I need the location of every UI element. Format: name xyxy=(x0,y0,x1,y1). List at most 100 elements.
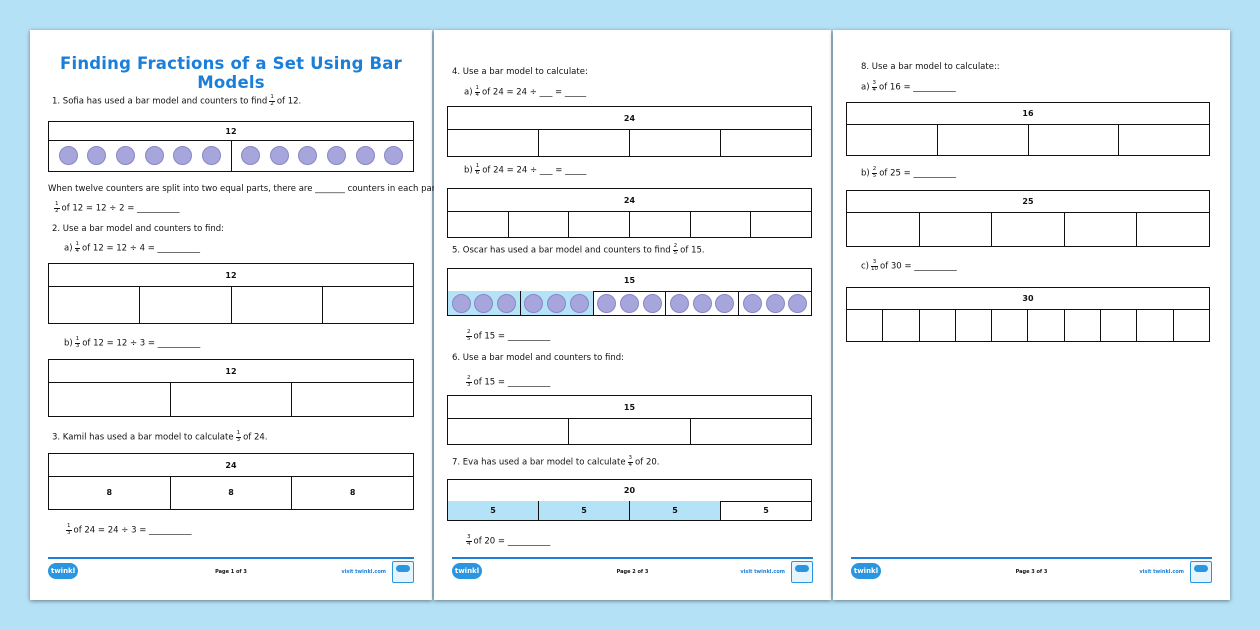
text-prefix: b) xyxy=(64,338,73,349)
bar-part xyxy=(448,418,568,444)
bar-part xyxy=(882,309,918,341)
bar-part xyxy=(689,211,751,237)
counter-icon xyxy=(788,293,808,313)
question-text: c) 3 10 of 30 = __________ xyxy=(861,259,957,273)
footer-divider xyxy=(452,557,813,559)
bar-part xyxy=(954,309,991,341)
counter-icon xyxy=(144,146,164,165)
page-number: Page 3 of 3 xyxy=(1015,569,1048,575)
bar-total: 24 xyxy=(49,454,413,477)
numerator: 3 xyxy=(466,534,472,542)
question-text: 2 3 of 15 = __________ xyxy=(464,375,550,389)
bar-part xyxy=(519,291,593,315)
bar-part xyxy=(507,211,569,237)
bar-part xyxy=(629,129,720,156)
denominator: 3 xyxy=(67,529,71,536)
numerator: 1 xyxy=(474,85,481,93)
question-text: 2 5 of 15 = __________ xyxy=(464,329,551,343)
counter-icon xyxy=(87,146,107,165)
counter-icon xyxy=(201,146,221,165)
bar-parts xyxy=(49,286,413,323)
bar-total: 24 xyxy=(448,189,811,212)
counter-icon xyxy=(715,293,735,313)
denominator: 5 xyxy=(673,249,678,256)
text-suffix: of 24 = 24 ÷ ___ = _____ xyxy=(482,165,587,176)
bar-part xyxy=(936,124,1028,155)
denominator: 4 xyxy=(475,91,480,98)
denominator: 3 xyxy=(75,342,80,349)
bar-part xyxy=(1136,309,1172,341)
bar-part xyxy=(49,286,139,323)
bar-part xyxy=(568,418,689,444)
bar-parts: 8 8 8 xyxy=(49,476,413,509)
bar-part xyxy=(230,140,414,171)
bar-part xyxy=(169,382,292,416)
text-prefix: a) xyxy=(64,243,73,254)
bar-part xyxy=(321,286,413,323)
part-value: 8 xyxy=(106,488,113,497)
counter-icon xyxy=(384,146,404,165)
text-suffix: of 16 = __________ xyxy=(879,82,956,93)
part-value: 5 xyxy=(763,506,769,515)
worksheet-page: 4. Use a bar model to calculate: a) 1 4 of 2… xyxy=(434,30,831,600)
bar-part xyxy=(847,124,937,155)
bar-total: 12 xyxy=(49,360,413,383)
counter-icon xyxy=(474,293,494,313)
bar-part xyxy=(1136,212,1209,246)
bar-part: 8 xyxy=(169,476,292,509)
denominator: 2 xyxy=(55,207,59,214)
bar-model: 24 xyxy=(447,106,812,157)
counter-icon xyxy=(327,146,347,165)
part-value: 5 xyxy=(672,506,678,515)
text-suffix: of 24. xyxy=(243,432,268,443)
counter-icon xyxy=(497,293,517,313)
question-text: b) 2 5 of 25 = __________ xyxy=(861,166,956,180)
bar-part: 5 xyxy=(538,501,629,520)
website-link[interactable]: visit twinkl.com xyxy=(740,569,785,575)
question-text: 2. Use a bar model and counters to find: xyxy=(52,223,224,235)
denominator: 6 xyxy=(475,169,480,176)
text-suffix: of 20. xyxy=(635,457,660,468)
bar-total: 20 xyxy=(448,480,811,502)
text-prefix: b) xyxy=(464,165,473,176)
text-prefix: a) xyxy=(464,87,473,98)
bar-part xyxy=(448,211,508,237)
bar-model: 15 xyxy=(447,395,812,445)
part-value: 8 xyxy=(349,488,356,497)
page-number: Page 2 of 3 xyxy=(616,569,649,575)
numerator: 1 xyxy=(474,163,481,171)
counter-icon xyxy=(524,293,544,313)
text-suffix: of 15. xyxy=(680,245,705,256)
bar-total: 30 xyxy=(847,288,1209,310)
bar-part xyxy=(1063,212,1137,246)
website-link[interactable]: visit twinkl.com xyxy=(341,569,386,575)
counter-icon xyxy=(355,146,375,165)
text-prefix: b) xyxy=(861,168,870,179)
text-prefix: 3. Kamil has used a bar model to calcula… xyxy=(52,432,234,443)
twinkl-logo: twinkl xyxy=(452,563,482,579)
bar-part: 5 xyxy=(448,501,538,520)
part-value: 8 xyxy=(228,488,234,497)
bar-model: 15 xyxy=(447,268,812,316)
bar-parts xyxy=(448,211,811,237)
bar-parts xyxy=(847,124,1209,155)
bar-model: 24 8 8 8 xyxy=(48,453,414,510)
question-text: 3 4 of 20 = __________ xyxy=(464,534,550,548)
question-text: 7. Eva has used a bar model to calculate… xyxy=(452,455,660,469)
text-suffix: of 15 = __________ xyxy=(473,331,551,342)
bar-parts xyxy=(49,140,413,171)
text-suffix: of 12 = 12 ÷ 2 = __________ xyxy=(61,203,180,214)
denominator: 2 xyxy=(270,100,274,107)
text-suffix: of 24 = 24 ÷ 3 = __________ xyxy=(73,525,192,536)
denominator: 5 xyxy=(872,172,877,179)
text-prefix: c) xyxy=(861,261,869,272)
bar-part: 5 xyxy=(720,501,811,520)
numerator: 2 xyxy=(466,375,472,383)
bar-part xyxy=(750,211,811,237)
bar-part xyxy=(720,129,811,156)
website-link[interactable]: visit twinkl.com xyxy=(1139,569,1184,575)
text-suffix: of 24 = 24 ÷ ___ = _____ xyxy=(482,87,587,98)
